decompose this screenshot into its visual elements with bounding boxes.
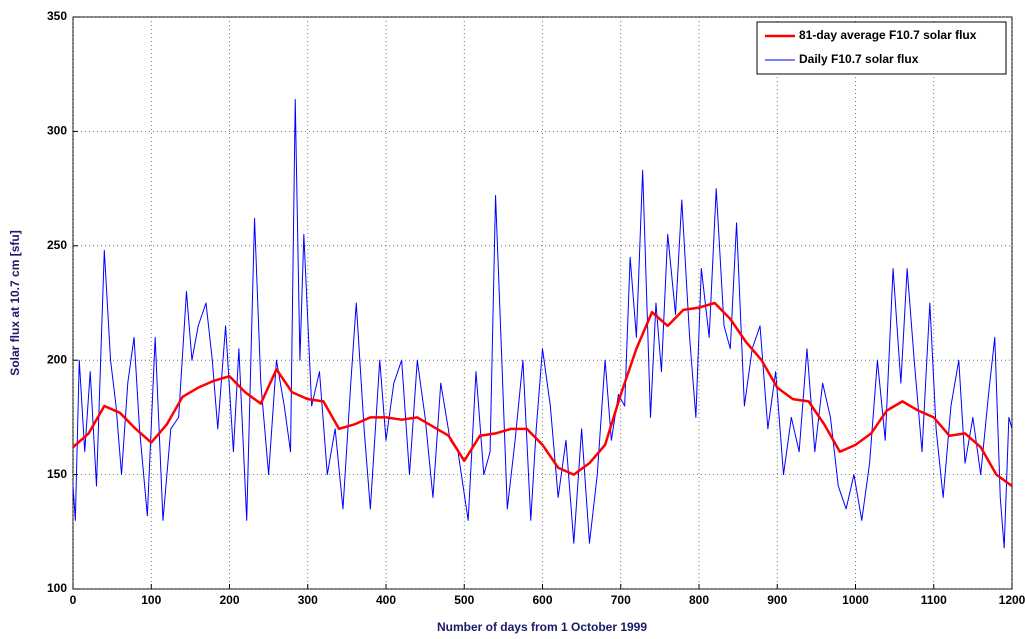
x-tick-label: 1100	[921, 593, 947, 607]
y-axis-label: Solar flux at 10.7 cm [sfu]	[8, 230, 22, 375]
x-tick-label: 900	[767, 593, 787, 607]
x-tick-label: 300	[298, 593, 318, 607]
y-tick-label: 300	[47, 124, 67, 138]
y-tick-label: 350	[47, 9, 67, 23]
y-tick-label: 150	[47, 467, 67, 481]
legend-label: 81-day average F10.7 solar flux	[799, 28, 977, 42]
x-axis-label: Number of days from 1 October 1999	[437, 620, 647, 634]
x-tick-label: 700	[611, 593, 631, 607]
x-tick-label: 100	[141, 593, 161, 607]
legend-label: Daily F10.7 solar flux	[799, 52, 919, 66]
x-tick-label: 200	[219, 593, 239, 607]
y-tick-label: 100	[47, 581, 67, 595]
x-tick-label: 1000	[842, 593, 869, 607]
x-tick-label: 0	[70, 593, 77, 607]
plot-area	[72, 16, 1013, 590]
x-tick-label: 400	[376, 593, 396, 607]
series-line	[72, 98, 1013, 549]
series-line	[72, 301, 1013, 488]
x-tick-label: 800	[689, 593, 709, 607]
x-tick-label: 1200	[999, 593, 1025, 607]
x-tick-label: 500	[454, 593, 474, 607]
y-tick-label: 250	[47, 238, 67, 252]
y-tick-label: 200	[47, 352, 67, 366]
legend-box	[756, 21, 1007, 75]
x-tick-label: 600	[532, 593, 552, 607]
